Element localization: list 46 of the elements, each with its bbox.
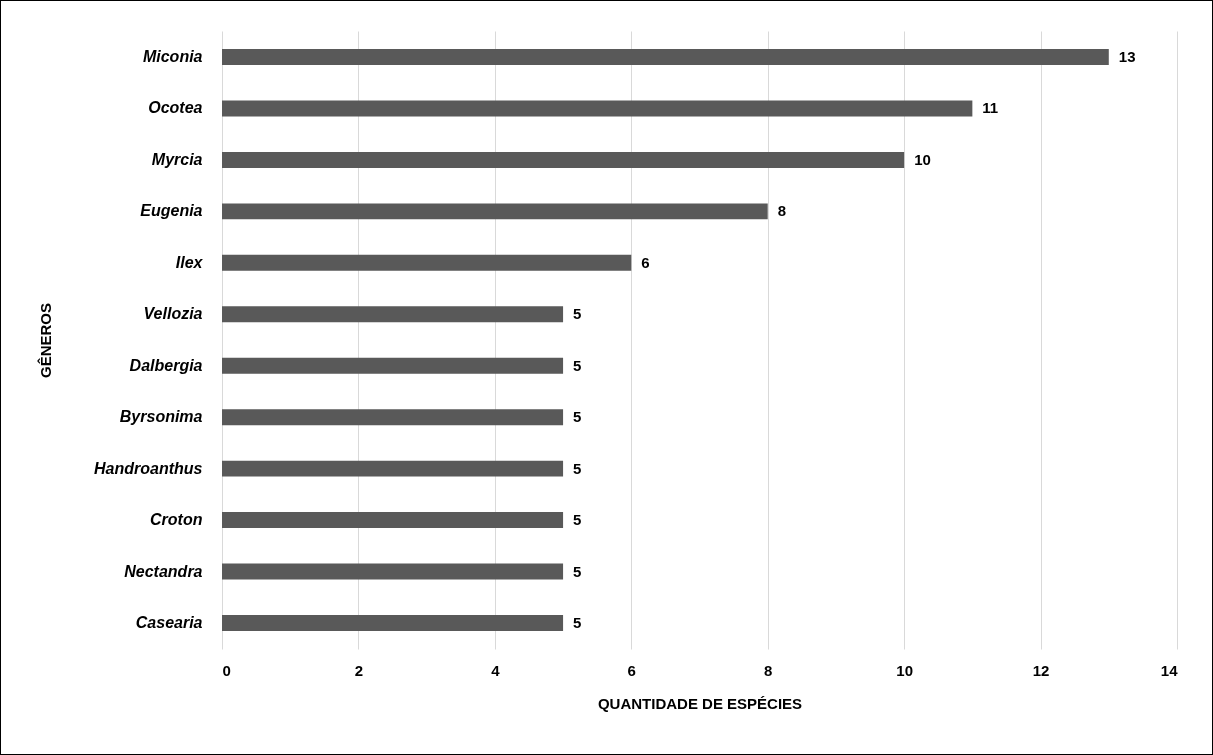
x-tick-label: 2 bbox=[354, 661, 364, 679]
bar bbox=[222, 49, 1109, 65]
bar bbox=[222, 203, 768, 220]
y-tick-label: Nectandra bbox=[124, 562, 203, 580]
y-tick-label: Ocotea bbox=[148, 99, 203, 117]
data-label: 5 bbox=[573, 511, 582, 529]
bar bbox=[222, 306, 564, 323]
data-label: 5 bbox=[573, 614, 582, 632]
bar bbox=[222, 254, 632, 271]
x-tick-label: 6 bbox=[627, 661, 636, 679]
data-label: 5 bbox=[573, 459, 582, 477]
x-axis-title: QUANTIDADE DE ESPÉCIES bbox=[597, 694, 803, 712]
bar bbox=[222, 563, 564, 580]
y-tick-label: Byrsonima bbox=[119, 408, 203, 426]
data-label: 10 bbox=[914, 150, 931, 168]
data-label: 13 bbox=[1118, 47, 1136, 65]
data-label: 5 bbox=[573, 356, 582, 374]
data-label: 5 bbox=[573, 408, 582, 426]
x-tick-label: 10 bbox=[896, 661, 913, 679]
y-tick-label: Vellozia bbox=[143, 305, 203, 323]
bar bbox=[222, 615, 564, 631]
bar bbox=[222, 151, 905, 168]
y-tick-label: Eugenia bbox=[140, 202, 203, 220]
data-label: 11 bbox=[982, 99, 999, 117]
bar bbox=[222, 100, 973, 117]
y-tick-label: Myrcia bbox=[151, 150, 203, 168]
data-label: 5 bbox=[573, 305, 582, 323]
x-tick-label: 4 bbox=[491, 661, 501, 679]
x-tick-label: 12 bbox=[1032, 661, 1050, 679]
y-tick-label: Handroanthus bbox=[94, 459, 203, 477]
y-tick-label: Ilex bbox=[175, 253, 204, 271]
y-axis-title: GÊNEROS bbox=[37, 302, 55, 379]
x-tick-label: 14 bbox=[1160, 661, 1179, 679]
data-label: 5 bbox=[573, 562, 582, 580]
bar bbox=[222, 357, 564, 374]
x-tick-label: 8 bbox=[764, 661, 773, 679]
y-tick-label: Casearia bbox=[135, 614, 203, 632]
y-tick-label: Dalbergia bbox=[129, 356, 203, 374]
y-tick-label: Croton bbox=[150, 511, 203, 529]
data-label: 8 bbox=[777, 202, 787, 220]
y-tick-label: Miconia bbox=[142, 47, 203, 65]
bar bbox=[222, 409, 564, 426]
data-label: 6 bbox=[641, 253, 650, 271]
x-tick-label: 0 bbox=[222, 661, 231, 679]
bar bbox=[222, 512, 564, 529]
bar bbox=[222, 460, 564, 477]
